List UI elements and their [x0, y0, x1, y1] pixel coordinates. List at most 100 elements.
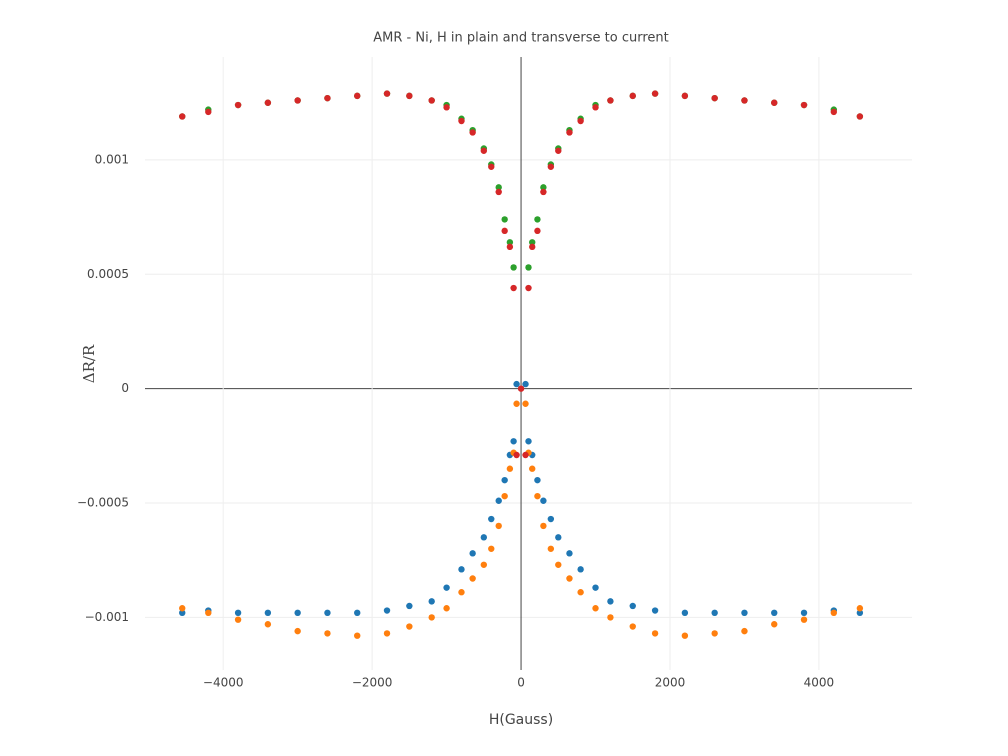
data-point — [458, 566, 465, 573]
data-point — [856, 609, 864, 617]
data-point — [741, 609, 748, 617]
data-point — [501, 476, 508, 484]
data-point — [480, 561, 488, 568]
data-point — [830, 108, 838, 116]
data-point — [469, 550, 476, 557]
data-point — [540, 184, 547, 191]
data-point — [529, 465, 536, 472]
data-point — [529, 243, 536, 251]
data-point — [534, 216, 541, 223]
data-point — [428, 97, 435, 104]
data-point — [681, 92, 689, 100]
data-point — [495, 184, 502, 191]
data-point — [294, 627, 301, 635]
data-point — [510, 438, 517, 445]
data-point — [555, 534, 562, 541]
x-tick-label: 2000 — [655, 676, 686, 690]
data-point — [406, 602, 413, 610]
data-point — [771, 609, 778, 617]
data-point — [513, 451, 520, 459]
data-point — [469, 129, 476, 136]
data-point — [506, 243, 514, 251]
data-point — [264, 609, 272, 617]
data-point — [771, 99, 778, 106]
data-point — [406, 92, 413, 100]
data-point — [383, 90, 391, 97]
data-point — [495, 188, 502, 196]
data-point — [741, 627, 748, 635]
data-point — [501, 216, 508, 223]
data-point — [566, 550, 573, 557]
data-point — [592, 104, 599, 111]
y-tick-label: −0.0005 — [77, 496, 129, 510]
data-point — [534, 227, 541, 235]
data-point — [480, 534, 488, 541]
data-point — [488, 545, 495, 552]
data-point — [428, 598, 435, 605]
x-axis-label: H(Gauss) — [489, 712, 553, 728]
data-point — [711, 94, 718, 102]
data-point — [443, 584, 450, 591]
data-point — [547, 515, 555, 523]
data-point — [741, 97, 748, 104]
data-point — [540, 522, 547, 530]
data-point — [711, 609, 718, 617]
data-point — [205, 108, 212, 116]
data-point — [681, 632, 689, 639]
x-tick-label: 4000 — [804, 676, 835, 690]
data-point — [592, 605, 599, 612]
data-point — [234, 609, 242, 617]
data-point — [513, 380, 520, 388]
data-point — [234, 616, 242, 623]
data-point — [771, 621, 778, 628]
data-point — [517, 385, 525, 392]
data-point — [406, 623, 413, 630]
data-point — [856, 113, 864, 120]
data-point — [555, 147, 562, 154]
data-point — [443, 605, 450, 612]
y-tick-label: 0 — [121, 381, 129, 395]
data-point — [540, 188, 547, 196]
y-tick-label: 0.001 — [95, 152, 129, 166]
data-point — [510, 264, 517, 271]
data-point — [324, 630, 331, 637]
data-point — [525, 284, 532, 292]
data-point — [179, 609, 186, 617]
data-point — [529, 239, 536, 246]
data-point — [264, 621, 272, 628]
data-point — [856, 605, 864, 612]
data-point — [629, 92, 636, 100]
data-point — [469, 575, 476, 582]
data-point — [830, 609, 838, 617]
data-point — [294, 97, 301, 104]
data-point — [294, 609, 301, 617]
data-point — [506, 239, 514, 246]
data-point — [495, 522, 502, 530]
data-point — [179, 605, 186, 612]
data-point — [510, 284, 517, 292]
data-point — [179, 113, 186, 120]
data-point — [501, 492, 508, 500]
data-point — [383, 630, 391, 637]
data-point — [506, 465, 514, 472]
data-point — [566, 129, 573, 136]
data-point — [522, 451, 529, 459]
data-point — [480, 147, 488, 154]
data-point — [324, 609, 331, 617]
data-point — [577, 589, 584, 596]
data-point — [513, 400, 520, 407]
data-point — [488, 163, 495, 170]
data-point — [234, 101, 242, 109]
y-axis-label: ΔR/R — [80, 344, 98, 383]
data-point — [264, 99, 272, 106]
data-point — [354, 92, 361, 100]
data-point — [525, 438, 532, 445]
data-point — [383, 607, 391, 614]
x-tick-label: −2000 — [352, 676, 393, 690]
data-point — [354, 632, 361, 639]
data-point — [354, 609, 361, 617]
data-point — [324, 94, 331, 102]
chart-title: AMR - Ni, H in plain and transverse to c… — [373, 31, 668, 46]
data-point — [577, 566, 584, 573]
data-point — [547, 163, 555, 170]
